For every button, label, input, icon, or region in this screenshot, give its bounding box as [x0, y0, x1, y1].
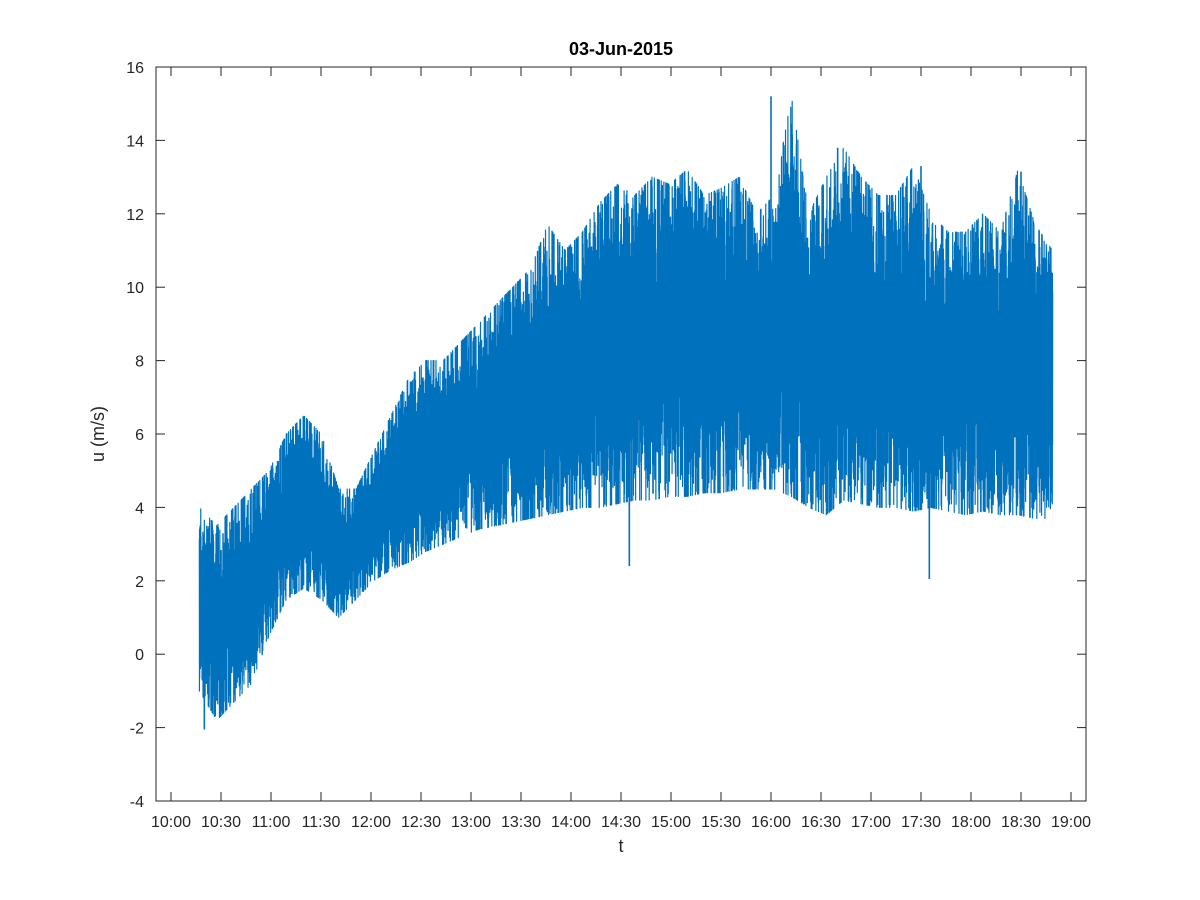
x-tick-label: 15:30: [701, 814, 741, 831]
y-tick-label: 10: [126, 280, 144, 297]
x-tick-label: 13:30: [501, 814, 541, 831]
y-tick-label: 16: [126, 60, 144, 77]
tick-layer: 10:00 10:30 11:00 11:30 12:00 12:30 13:00 13:30…: [126, 60, 1091, 831]
x-tick-label: 17:00: [851, 814, 891, 831]
y-tick-label: 2: [135, 574, 144, 591]
chart-title: 03-Jun-2015: [569, 39, 673, 59]
y-tick-label: 12: [126, 207, 144, 224]
x-tick-label: 15:00: [651, 814, 691, 831]
axes-box: [155, 66, 1087, 802]
x-tick-label: 18:00: [951, 814, 991, 831]
y-tick-label: 14: [126, 133, 144, 150]
y-tick-label: -2: [130, 721, 144, 738]
y-tick-label: 4: [135, 500, 144, 517]
x-tick-label: 14:00: [551, 814, 591, 831]
series-line: [198, 100, 1054, 719]
x-tick-label: 17:30: [901, 814, 941, 831]
y-tick-label: 6: [135, 427, 144, 444]
x-tick-label: 12:00: [351, 814, 391, 831]
x-tick-label: 11:00: [252, 814, 291, 831]
x-tick-label: 16:30: [801, 814, 841, 831]
x-tick-label: 11:30: [302, 814, 341, 831]
y-tick-label: -4: [130, 794, 144, 811]
x-tick-label: 14:30: [601, 814, 641, 831]
series-layer: [198, 96, 1054, 730]
x-tick-label: 18:30: [1001, 814, 1041, 831]
x-axis-label: t: [618, 836, 623, 856]
x-tick-label: 10:30: [201, 814, 241, 831]
y-tick-label: 0: [135, 647, 144, 664]
x-tick-label: 12:30: [401, 814, 441, 831]
y-tick-label: 8: [135, 354, 144, 371]
y-axis-label: u (m/s): [88, 406, 108, 462]
x-tick-label: 13:00: [451, 814, 491, 831]
x-tick-label: 10:00: [151, 814, 191, 831]
x-tick-label: 16:00: [751, 814, 791, 831]
x-tick-label: 19:00: [1051, 814, 1091, 831]
